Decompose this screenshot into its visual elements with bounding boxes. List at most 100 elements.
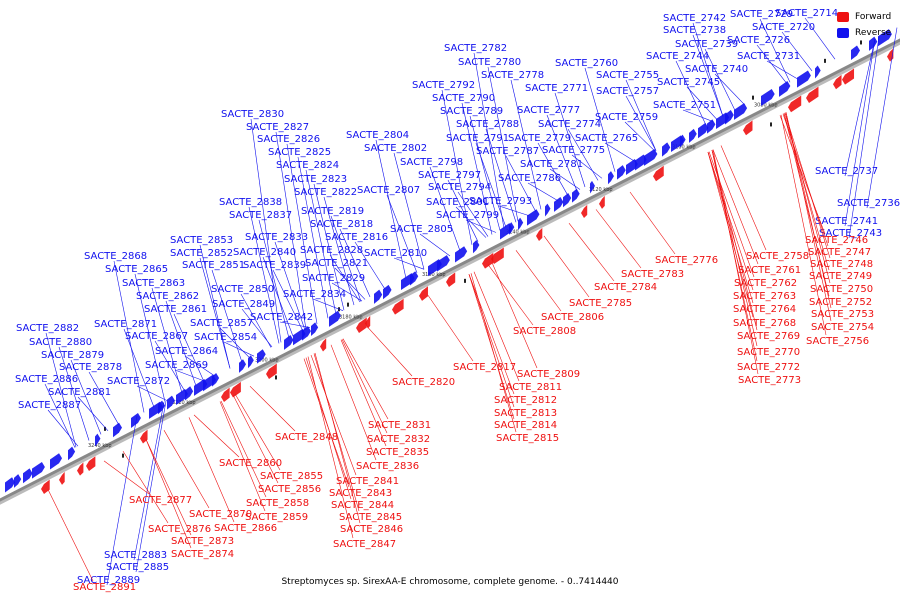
forward-gene-arrow xyxy=(356,317,367,334)
forward-leader-line xyxy=(468,274,515,408)
forward-leader-line xyxy=(468,274,515,395)
genome-caption: Streptomyces sp. SirexAA-E chromosome, c… xyxy=(281,577,619,587)
legend: Forward Reverse xyxy=(837,9,891,41)
forward-leader-line xyxy=(330,344,377,461)
small-feature xyxy=(122,453,124,458)
reverse-leader-line xyxy=(848,36,880,239)
reverse-leader-line xyxy=(386,194,418,273)
forward-gene-label: SACTE_2808 xyxy=(513,326,576,337)
reverse-leader-line xyxy=(537,142,569,196)
reverse-gene-label: SACTE_2737 xyxy=(815,166,878,177)
reverse-leader-line xyxy=(250,118,282,343)
reverse-leader-line xyxy=(305,169,337,315)
forward-gene-label: SACTE_2820 xyxy=(392,377,455,388)
reverse-leader-line xyxy=(465,219,497,233)
reverse-gene-arrow xyxy=(455,246,468,263)
reverse-leader-line xyxy=(135,401,167,573)
tick-label: 3220 kbp xyxy=(172,400,196,406)
reverse-gene-label: SACTE_2739 xyxy=(675,39,738,50)
reverse-leader-line xyxy=(675,60,707,126)
tick-label: 3080 kbp xyxy=(754,103,778,109)
reverse-gene-label: SACTE_2854 xyxy=(194,332,257,343)
forward-leader-line xyxy=(491,262,538,369)
forward-leader-line xyxy=(342,338,389,420)
reverse-leader-line xyxy=(58,346,90,441)
reverse-gene-label: SACTE_2880 xyxy=(29,337,92,348)
reverse-gene-label: SACTE_2826 xyxy=(257,134,320,145)
forward-leader-line xyxy=(707,152,754,291)
forward-gene-arrow xyxy=(41,479,50,495)
forward-leader-line xyxy=(427,295,474,362)
reverse-leader-line xyxy=(546,114,578,192)
forward-gene-arrow xyxy=(806,86,819,104)
forward-gene-label: SACTE_2776 xyxy=(655,255,718,266)
tick-label: 3140 kbp xyxy=(506,229,530,235)
reverse-gene-label: SACTE_2789 xyxy=(440,106,503,117)
legend-forward: Forward xyxy=(837,9,891,25)
tick-label: 3120 kbp xyxy=(589,187,613,193)
reverse-leader-line xyxy=(174,369,206,382)
forward-gene-label: SACTE_2855 xyxy=(260,471,323,482)
reverse-gene-arrow xyxy=(50,453,63,470)
reverse-leader-line xyxy=(866,27,898,209)
reverse-gene-label: SACTE_2759 xyxy=(595,112,658,123)
reverse-leader-line xyxy=(44,383,76,448)
reverse-gene-label: SACTE_2742 xyxy=(663,13,726,24)
forward-gene-label: SACTE_2876 xyxy=(148,524,211,535)
forward-gene-label: SACTE_2773 xyxy=(738,375,801,386)
reverse-leader-line xyxy=(604,142,636,162)
forward-leader-line xyxy=(473,271,520,382)
forward-gene-arrow xyxy=(599,195,605,209)
reverse-gene-arrow xyxy=(734,103,748,120)
reverse-leader-line xyxy=(686,86,718,120)
reverse-leader-line xyxy=(88,371,120,426)
reverse-gene-label: SACTE_2726 xyxy=(727,35,790,46)
reverse-gene-arrow xyxy=(473,239,480,254)
reverse-gene-arrow xyxy=(851,45,860,61)
reverse-gene-arrow xyxy=(869,36,878,51)
reverse-leader-line xyxy=(339,228,371,298)
reverse-gene-label: SACTE_2825 xyxy=(268,147,331,158)
legend-reverse-label: Reverse xyxy=(855,28,892,38)
reverse-gene-arrow xyxy=(797,70,811,88)
forward-gene-label: SACTE_2784 xyxy=(594,282,657,293)
reverse-leader-line xyxy=(165,300,197,386)
reverse-gene-label: SACTE_2790 xyxy=(432,93,495,104)
reverse-gene-arrow xyxy=(527,209,540,226)
forward-leader-line xyxy=(784,112,831,259)
reverse-gene-label: SACTE_2863 xyxy=(122,278,185,289)
reverse-gene-arrow xyxy=(167,395,175,410)
forward-gene-label: SACTE_2748 xyxy=(810,259,873,270)
reverse-gene-label: SACTE_2745 xyxy=(657,77,720,88)
forward-gene-label: SACTE_2836 xyxy=(356,461,419,472)
reverse-leader-line xyxy=(313,183,345,311)
reverse-gene-label: SACTE_2816 xyxy=(325,232,388,243)
forward-gene-label: SACTE_2859 xyxy=(245,512,308,523)
forward-gene-label: SACTE_2846 xyxy=(340,524,403,535)
reverse-leader-line xyxy=(123,328,155,408)
reverse-gene-arrow xyxy=(437,255,450,272)
forward-leader-line xyxy=(543,235,590,298)
reverse-gene-label: SACTE_2867 xyxy=(125,331,188,342)
reverse-gene-arrow xyxy=(23,468,33,484)
reverse-leader-line xyxy=(77,396,109,431)
reverse-gene-arrow xyxy=(572,188,580,203)
reverse-leader-line xyxy=(714,73,746,106)
forward-gene-label: SACTE_2891 xyxy=(73,582,136,593)
reverse-gene-label: SACTE_2861 xyxy=(144,304,207,315)
forward-gene-label: SACTE_2761 xyxy=(738,265,801,276)
small-feature xyxy=(347,302,349,307)
reverse-gene-label: SACTE_2885 xyxy=(106,562,169,573)
reverse-gene-label: SACTE_2714 xyxy=(775,8,838,19)
reverse-gene-arrow xyxy=(302,326,311,341)
reverse-leader-line xyxy=(498,205,530,216)
reverse-leader-line xyxy=(297,156,329,319)
reverse-leader-line xyxy=(248,206,280,344)
forward-leader-line xyxy=(310,354,357,476)
small-feature xyxy=(464,278,466,283)
forward-gene-label: SACTE_2812 xyxy=(494,395,557,406)
reverse-leader-line xyxy=(554,92,586,188)
reverse-gene-arrow xyxy=(644,149,658,166)
reverse-gene-arrow xyxy=(374,289,383,304)
